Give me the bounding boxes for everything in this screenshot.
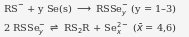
Text: RS$^{-}$ + y Se(s) $\longrightarrow$ RSSe$_{y}^{-}$ (y = 1–3): RS$^{-}$ + y Se(s) $\longrightarrow$ RSS… (3, 2, 177, 18)
Text: 2 RSSe$_{y}^{-}$ $\rightleftharpoons$ RS$_{2}$R + Se$_{x}^{2-}$ ($\bar{x}$ = 4,6: 2 RSSe$_{y}^{-}$ $\rightleftharpoons$ RS… (3, 20, 177, 37)
